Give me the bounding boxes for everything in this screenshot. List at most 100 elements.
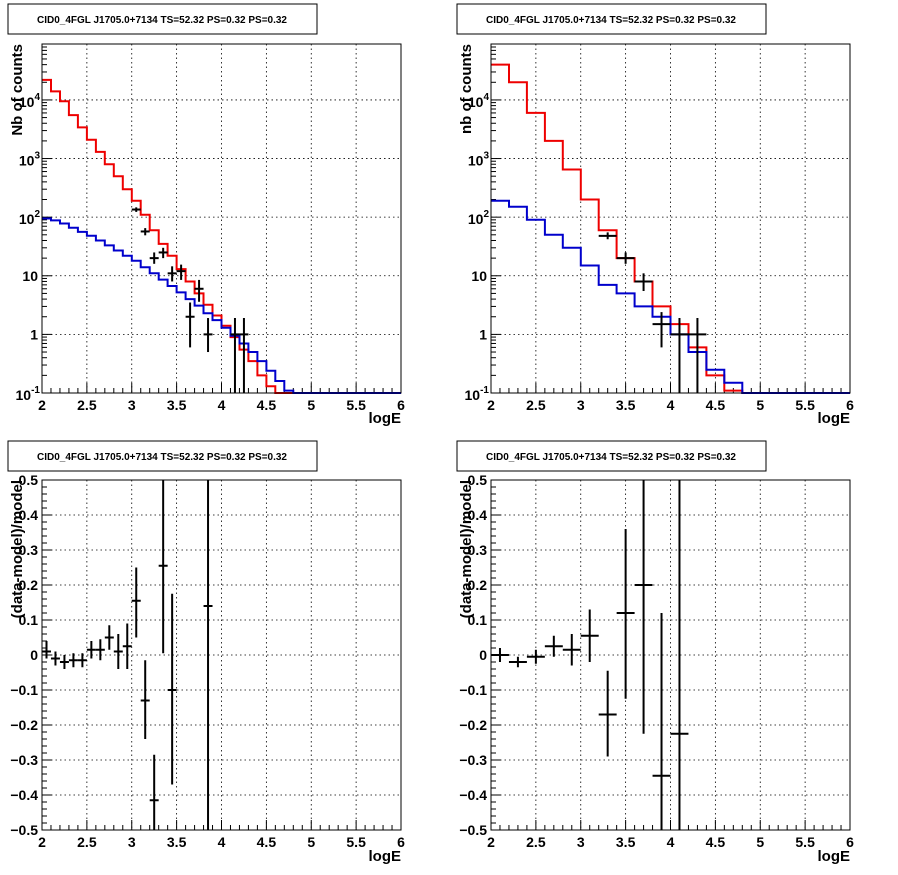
data-point [203, 318, 213, 353]
panel-residual-left: 2 2.5 3 3.5 4 4.5 5 5.5 6 −0.5 −0.4 −0.3 −0.2 −0.1 0 0.… [7, 440, 405, 865]
data-point [149, 252, 159, 264]
data-point [149, 754, 159, 830]
data-point [203, 480, 213, 830]
y-tick-label: −0.2 [10, 717, 38, 733]
y-tick-label: 102 [19, 209, 41, 227]
data-point [670, 480, 689, 830]
x-tick-label: 3.5 [616, 834, 636, 850]
y-axis-label: (data-model)/model [458, 480, 475, 618]
plot-frame [41, 43, 402, 394]
data-point [598, 670, 617, 757]
data-point [158, 480, 168, 654]
data-point [544, 635, 563, 657]
data-point [122, 623, 132, 669]
y-tick-label: 0.4 [468, 507, 488, 523]
x-tick-label: 5 [307, 397, 315, 413]
data-point [167, 266, 177, 282]
data-point [598, 232, 617, 240]
x-tick-label: 6 [397, 834, 405, 850]
chart-title: CID0_4FGL J1705.0+7134 TS=52.32 PS=0.32 … [486, 15, 736, 26]
data-point [50, 651, 60, 666]
data-point [230, 318, 240, 393]
panel-residual-right: 2 2.5 3 3.5 4 4.5 5 5.5 6 −0.5 −0.4 −0.3 −0.2 −0.1 0 0.… [456, 440, 854, 865]
y-tick-label: 0.1 [468, 612, 488, 628]
x-tick-label: 3.5 [616, 397, 636, 413]
y-tick-label: 10 [22, 268, 38, 284]
y-tick-label: −0.5 [10, 822, 38, 838]
data-point [652, 312, 671, 348]
data-point [670, 318, 689, 393]
data-point [562, 634, 581, 666]
x-tick-label: 4.5 [257, 834, 277, 850]
y-axis-label: (data-model)/model [9, 480, 26, 618]
y-tick-label: −0.4 [10, 787, 38, 803]
title-box [7, 440, 318, 472]
x-tick-label: 4 [218, 397, 226, 413]
data-point [131, 207, 141, 212]
y-tick-label: 10 [471, 268, 487, 284]
data-point [131, 567, 141, 638]
data-point [158, 247, 168, 259]
x-tick-label: 3 [577, 834, 585, 850]
data-point [68, 653, 78, 668]
title-box [456, 440, 767, 472]
x-tick-label: 5.5 [346, 397, 366, 413]
y-tick-label: 0.3 [19, 542, 39, 558]
x-tick-label: 3.5 [167, 397, 187, 413]
panel-counts-right: 2 2.5 3 3.5 4 4.5 5 5.5 6 10-1 1 10 102 103 104 CID0_4F… [456, 3, 854, 427]
data-point [86, 641, 96, 659]
x-tick-label: 4 [218, 834, 226, 850]
data-point [580, 609, 599, 662]
x-tick-label: 2.5 [526, 397, 546, 413]
data-point [491, 648, 509, 662]
x-tick-label: 3 [128, 397, 136, 413]
data-point [616, 252, 635, 264]
chart-title: CID0_4FGL J1705.0+7134 TS=52.32 PS=0.32 … [37, 452, 287, 463]
y-tick-label: 0.3 [468, 542, 488, 558]
title-box [456, 3, 767, 35]
y-tick-label: 1 [30, 326, 38, 342]
y-tick-label: 104 [468, 92, 490, 110]
x-tick-label: 2 [487, 834, 495, 850]
data-point [95, 639, 105, 661]
data-point [176, 264, 186, 280]
x-tick-label: 5 [307, 834, 315, 850]
x-tick-label: 2.5 [77, 397, 97, 413]
x-tick-label: 2 [38, 834, 46, 850]
y-tick-label: 0.1 [19, 612, 39, 628]
y-tick-label: −0.1 [10, 682, 38, 698]
y-tick-label: 0.2 [468, 577, 488, 593]
x-tick-label: 5.5 [795, 834, 815, 850]
y-tick-label: −0.2 [459, 717, 487, 733]
x-tick-label: 5 [756, 834, 764, 850]
x-tick-label: 6 [846, 834, 854, 850]
x-axis-label: logE [818, 848, 851, 865]
x-axis-label: logE [369, 848, 402, 865]
data-point [140, 660, 150, 739]
data-point [42, 641, 51, 659]
y-tick-label: 0.4 [19, 507, 39, 523]
y-tick-label: 0 [479, 647, 487, 663]
x-axis-label: logE [818, 410, 851, 427]
data-point [113, 634, 123, 669]
x-tick-label: 5.5 [346, 834, 366, 850]
grid [42, 480, 401, 830]
chart-title: CID0_4FGL J1705.0+7134 TS=52.32 PS=0.32 … [37, 15, 287, 26]
x-tick-label: 2 [38, 397, 46, 413]
plot-frame [490, 43, 851, 394]
grid [491, 44, 850, 393]
y-tick-label: 0 [30, 647, 38, 663]
data-point [140, 228, 150, 236]
plot-frame [490, 479, 851, 831]
y-tick-label: −0.1 [459, 682, 487, 698]
x-tick-label: 2 [487, 397, 495, 413]
x-axis-label: logE [369, 410, 402, 427]
grid [491, 480, 850, 830]
data-point [59, 655, 69, 669]
y-tick-label: −0.3 [10, 752, 38, 768]
x-tick-label: 3.5 [167, 834, 187, 850]
y-axis-label: Nb of counts [9, 44, 26, 136]
x-tick-label: 6 [846, 397, 854, 413]
y-tick-label: −0.3 [459, 752, 487, 768]
plot-frame [41, 479, 402, 831]
